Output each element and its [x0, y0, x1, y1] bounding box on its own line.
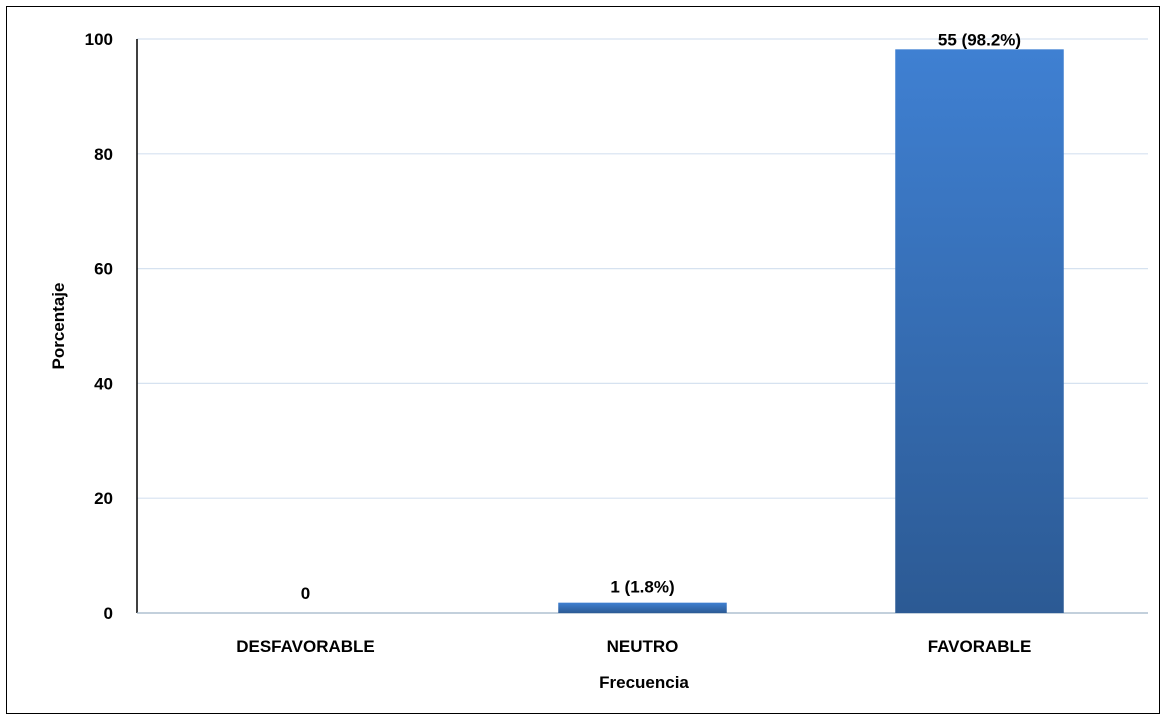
- y-tick-label: 20: [94, 489, 113, 508]
- x-tick-label: FAVORABLE: [928, 637, 1032, 656]
- y-tick-label: 40: [94, 374, 113, 393]
- data-label: 0: [301, 584, 310, 603]
- data-label: 1 (1.8%): [610, 578, 674, 597]
- y-tick-label: 0: [104, 604, 113, 623]
- y-tick-label: 60: [94, 260, 113, 279]
- x-axis-title: Frecuencia: [599, 673, 689, 692]
- y-axis-title: Porcentaje: [49, 283, 68, 370]
- y-tick-label: 100: [85, 30, 113, 49]
- data-label: 55 (98.2%): [938, 30, 1021, 49]
- bars: [558, 49, 1064, 613]
- x-tick-label: DESFAVORABLE: [236, 637, 375, 656]
- bar-favorable: [895, 49, 1064, 613]
- bar-neutro: [558, 602, 727, 613]
- x-tick-label: NEUTRO: [607, 637, 679, 656]
- y-tick-label: 80: [94, 145, 113, 164]
- labels: 0 20 40 60 80 100 0 DESFAVORABLE 1 (1.8%) NEUTRO 5…: [85, 30, 1032, 656]
